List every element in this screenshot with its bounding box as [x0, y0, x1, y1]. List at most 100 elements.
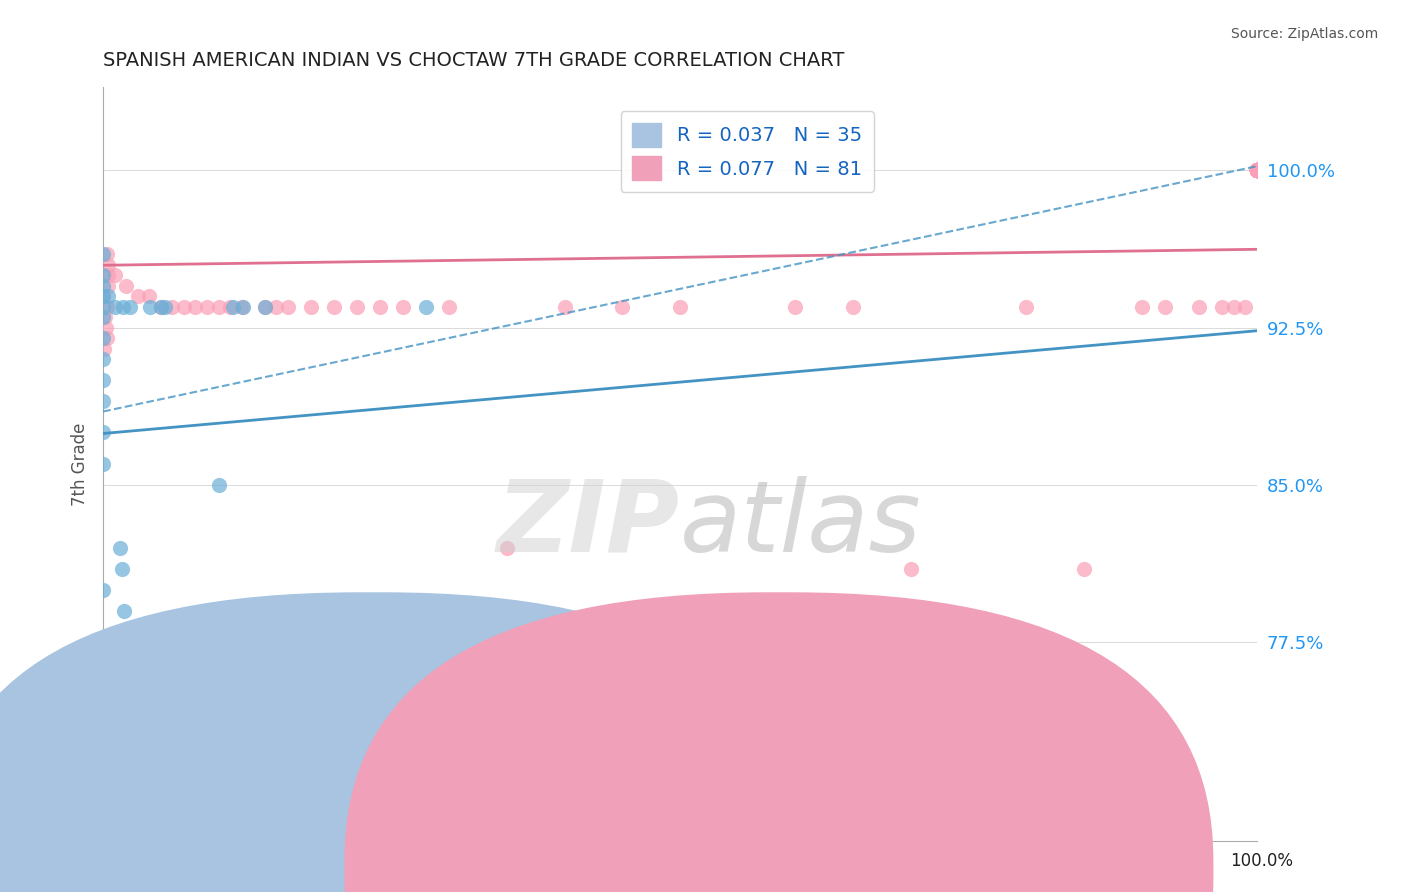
Point: [1246, 163, 1268, 178]
Point: [1015, 300, 1038, 314]
Point: [253, 300, 276, 314]
Point: [1246, 163, 1268, 178]
Point: [1246, 163, 1268, 178]
Point: [554, 300, 576, 314]
Point: [1246, 163, 1268, 178]
Point: [612, 300, 634, 314]
Text: 100.0%: 100.0%: [1230, 852, 1294, 870]
Point: [1246, 163, 1268, 178]
Point: [138, 289, 160, 303]
Point: [1246, 163, 1268, 178]
Point: [1246, 163, 1268, 178]
Point: [1246, 163, 1268, 178]
Point: [184, 300, 207, 314]
Point: [277, 300, 299, 314]
Point: [1246, 163, 1268, 178]
Point: [322, 300, 344, 314]
Point: [496, 541, 519, 555]
Point: [150, 300, 173, 314]
Point: [1246, 163, 1268, 178]
Point: [1246, 163, 1268, 178]
Point: [1246, 163, 1268, 178]
Point: [120, 300, 142, 314]
Point: [91, 394, 114, 409]
Point: [162, 300, 184, 314]
Text: ZIP: ZIP: [498, 475, 681, 573]
Point: [149, 300, 172, 314]
Point: [1246, 163, 1268, 178]
Point: [139, 300, 162, 314]
Point: [111, 562, 134, 576]
Point: [669, 300, 692, 314]
Point: [98, 646, 121, 660]
Point: [91, 331, 114, 345]
Point: [207, 478, 229, 492]
Point: [97, 258, 120, 272]
Text: Choctaw: Choctaw: [837, 852, 907, 870]
Point: [108, 688, 131, 702]
Point: [91, 719, 114, 733]
Point: [207, 300, 229, 314]
Point: [1246, 163, 1268, 178]
Point: [1246, 163, 1268, 178]
Point: [91, 300, 114, 314]
Point: [115, 278, 138, 293]
Point: [1130, 300, 1153, 314]
Point: [1246, 163, 1268, 178]
Point: [785, 300, 807, 314]
Point: [91, 247, 114, 261]
Point: [96, 646, 118, 660]
Point: [842, 300, 865, 314]
Legend: R = 0.037   N = 35, R = 0.077   N = 81: R = 0.037 N = 35, R = 0.077 N = 81: [620, 112, 873, 192]
Point: [439, 300, 461, 314]
Point: [96, 300, 118, 314]
Point: [93, 342, 115, 356]
Point: [91, 457, 114, 471]
Point: [97, 289, 120, 303]
Text: atlas: atlas: [681, 475, 922, 573]
Point: [1246, 163, 1268, 178]
Point: [392, 300, 415, 314]
Point: [1246, 163, 1268, 178]
Y-axis label: 7th Grade: 7th Grade: [72, 422, 89, 506]
Point: [346, 300, 368, 314]
Point: [105, 666, 128, 681]
Point: [1246, 163, 1268, 178]
Point: [231, 300, 253, 314]
Point: [299, 300, 322, 314]
Point: [104, 268, 127, 283]
Point: [1246, 163, 1268, 178]
Point: [1246, 163, 1268, 178]
Point: [221, 300, 243, 314]
Point: [94, 320, 117, 334]
Point: [91, 373, 114, 387]
Point: [1073, 562, 1095, 576]
Point: [1246, 163, 1268, 178]
Point: [91, 425, 114, 440]
Point: [108, 541, 131, 555]
Point: [104, 300, 127, 314]
Point: [1211, 300, 1233, 314]
Point: [219, 300, 242, 314]
Point: [104, 750, 127, 764]
Point: [900, 562, 922, 576]
Point: [96, 331, 118, 345]
Point: [1188, 300, 1211, 314]
Point: [1246, 163, 1268, 178]
Point: [91, 310, 114, 325]
Point: [1246, 163, 1268, 178]
Point: [1246, 163, 1268, 178]
Point: [1246, 163, 1268, 178]
Point: [415, 300, 437, 314]
Point: [253, 300, 276, 314]
Point: [1246, 163, 1268, 178]
Point: [1246, 163, 1268, 178]
Point: [1153, 300, 1175, 314]
Point: [1246, 163, 1268, 178]
Point: [91, 289, 114, 303]
Point: [91, 289, 114, 303]
Point: [96, 247, 118, 261]
Point: [195, 300, 218, 314]
Point: [91, 352, 114, 367]
Point: [112, 604, 135, 618]
